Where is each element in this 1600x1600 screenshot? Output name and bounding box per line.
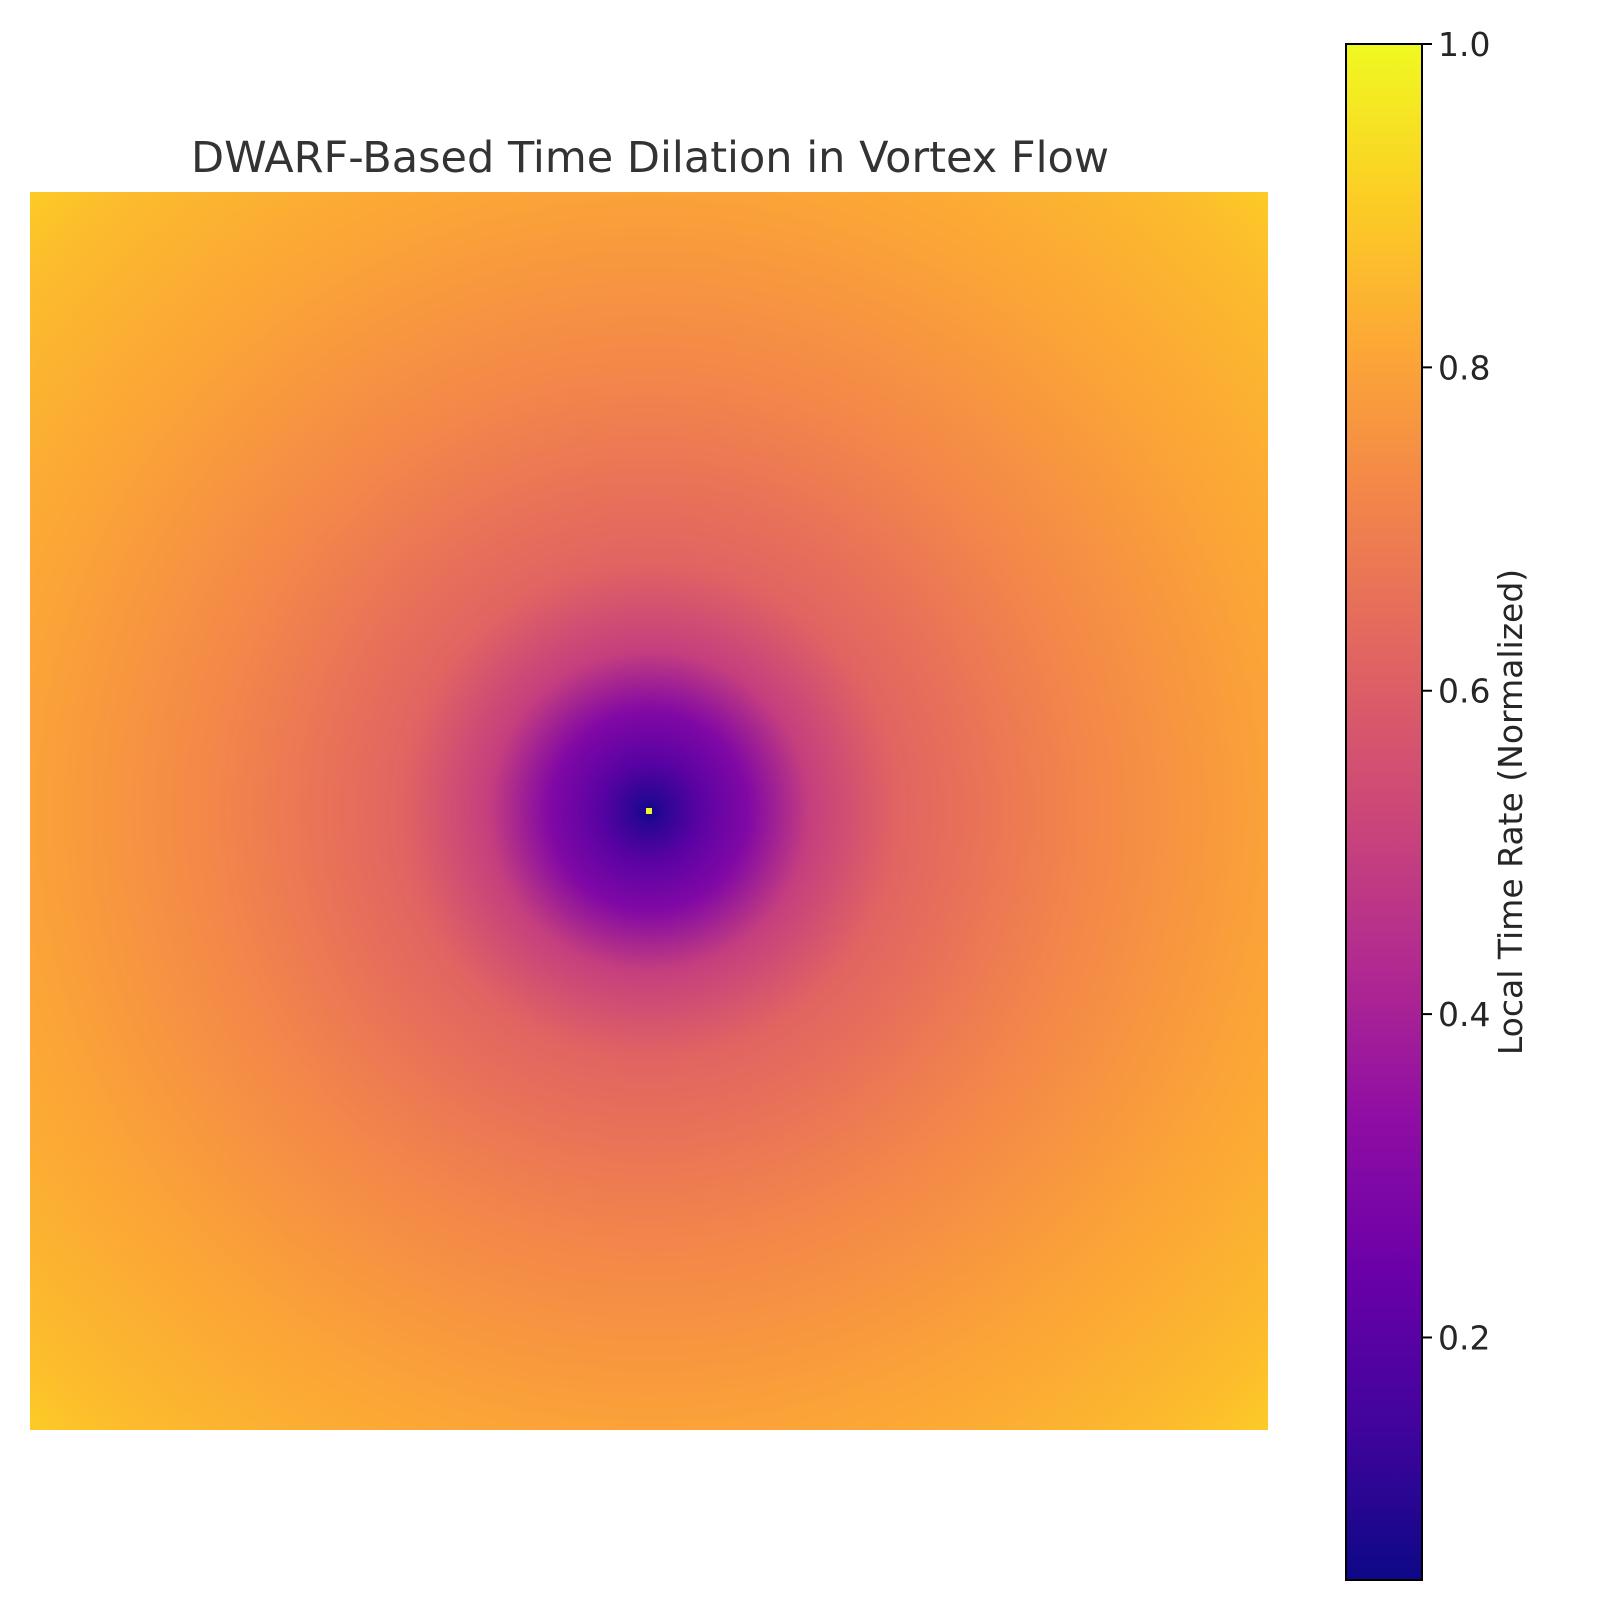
chart-title: DWARF-Based Time Dilation in Vortex Flow bbox=[191, 133, 1109, 183]
center-singularity bbox=[646, 808, 652, 814]
colorbar-ticks: 0.2 0.4 0.6 0.8 1.0 bbox=[1422, 25, 1490, 1357]
colorbar-tick-label: 0.4 bbox=[1438, 995, 1490, 1034]
colorbar-label: Local Time Rate (Normalized) bbox=[1491, 569, 1530, 1055]
colorbar-tick-label: 0.6 bbox=[1438, 672, 1490, 711]
colorbar-tick-label: 1.0 bbox=[1438, 25, 1490, 64]
colorbar bbox=[1345, 43, 1423, 1581]
colorbar-tick-label: 0.8 bbox=[1438, 348, 1490, 387]
colorbar-tick-label: 0.2 bbox=[1438, 1318, 1490, 1357]
